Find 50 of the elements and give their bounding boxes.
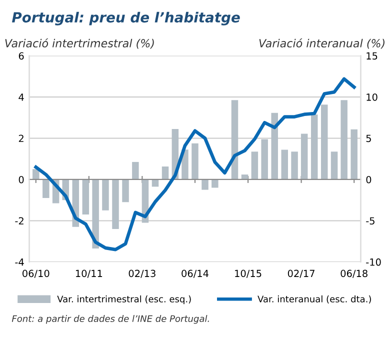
bar [202, 179, 208, 190]
bar [212, 179, 218, 188]
y-tick-label: 2 [18, 134, 24, 142]
y2-tick-label: 10 [366, 93, 378, 101]
chart-title: Portugal: preu de l’habitatge [12, 12, 240, 26]
bar [231, 100, 238, 180]
y2-axis-title: Variació interanual (%) [259, 38, 384, 49]
bar [291, 152, 298, 180]
bar [42, 179, 50, 198]
bar [32, 169, 40, 180]
bar [340, 100, 348, 180]
bar [281, 150, 288, 180]
text: Font: a partir de dades de l’INE de Portugal. [12, 315, 209, 324]
x-tick-label: 10/11 [76, 270, 102, 278]
x-tick-label: 06/14 [182, 270, 208, 278]
bar [192, 143, 198, 180]
x-tick-label: 06/10 [22, 270, 50, 278]
y2-tick-label: -10 [366, 258, 381, 266]
y2-tick-label: 5 [366, 134, 371, 142]
y-axis-title: Variació intertrimestral (%) [5, 38, 154, 49]
bar [310, 114, 318, 180]
y2-tick-label: 15 [366, 52, 378, 60]
y-tick-label: -4 [15, 258, 24, 266]
bar [300, 134, 308, 180]
x-tick-label: 02/17 [288, 270, 314, 278]
bar [261, 139, 268, 180]
y-tick-label: 6 [18, 52, 24, 60]
line-series [34, 77, 356, 252]
legend-label: Var. interanual (esc. dta.) [258, 295, 371, 304]
y-tick-label: -2 [15, 217, 24, 224]
y2-tick-label: -5 [366, 217, 374, 225]
y2-tick-label: 0 [366, 176, 372, 184]
x-tick-label: 10/15 [235, 270, 262, 278]
legend-label: Var. intertrimestral (esc. esq.) [57, 295, 191, 304]
bar [330, 152, 338, 180]
bar [102, 179, 109, 210]
bar [132, 162, 139, 180]
bar [92, 179, 99, 249]
bar [350, 129, 358, 180]
bar [162, 166, 169, 180]
bar [122, 179, 129, 202]
y-tick-label: 4 [18, 94, 24, 101]
bar [251, 152, 258, 180]
bar [82, 179, 90, 215]
bar [112, 179, 119, 229]
y-tick-label: 0 [18, 176, 24, 184]
bar [321, 104, 328, 180]
bar [271, 112, 278, 180]
x-tick-label: 06/18 [340, 270, 368, 278]
x-tick-label: 02/13 [128, 270, 156, 278]
